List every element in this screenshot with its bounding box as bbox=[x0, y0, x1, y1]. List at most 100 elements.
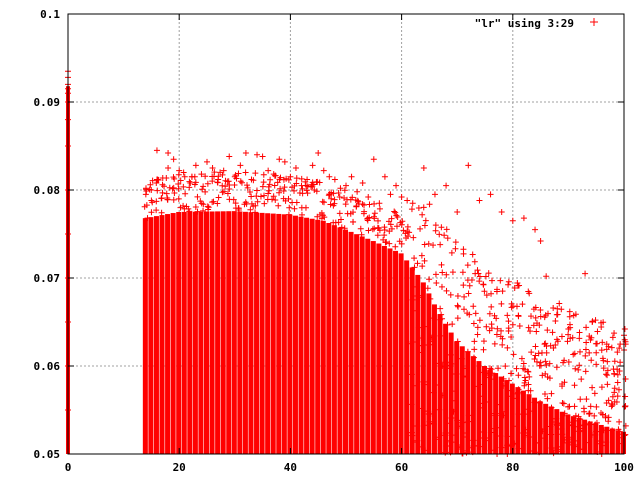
data-point bbox=[525, 324, 532, 331]
data-point bbox=[541, 391, 548, 397]
data-point bbox=[403, 234, 410, 241]
data-point bbox=[531, 356, 538, 363]
data-point bbox=[454, 417, 461, 424]
data-point bbox=[554, 305, 561, 312]
data-point bbox=[209, 199, 216, 206]
data-point bbox=[313, 188, 320, 195]
data-point bbox=[427, 295, 434, 302]
dense-column bbox=[198, 211, 204, 454]
data-point bbox=[165, 165, 172, 171]
data-point bbox=[452, 239, 459, 246]
data-point bbox=[615, 386, 622, 393]
data-point bbox=[609, 393, 616, 400]
data-point bbox=[537, 359, 544, 366]
data-point bbox=[499, 341, 506, 348]
data-point bbox=[281, 158, 288, 165]
data-point bbox=[516, 322, 523, 329]
data-point bbox=[476, 197, 483, 204]
data-point bbox=[219, 189, 226, 196]
data-point bbox=[232, 200, 239, 207]
dense-column bbox=[593, 423, 599, 454]
data-point bbox=[350, 218, 357, 225]
data-point bbox=[191, 181, 198, 188]
data-point bbox=[463, 449, 470, 456]
data-point bbox=[153, 198, 160, 205]
data-point bbox=[399, 218, 406, 225]
data-point bbox=[488, 277, 495, 284]
data-point bbox=[371, 200, 378, 207]
data-point bbox=[443, 443, 450, 450]
data-point bbox=[499, 335, 506, 342]
data-point bbox=[360, 201, 367, 208]
dense-column bbox=[504, 380, 510, 454]
data-point bbox=[376, 200, 383, 207]
data-point bbox=[586, 420, 593, 427]
dense-column bbox=[181, 211, 187, 454]
data-point bbox=[515, 386, 522, 393]
data-point bbox=[200, 183, 207, 190]
dense-column bbox=[454, 341, 460, 454]
data-point bbox=[361, 208, 368, 215]
dense-column bbox=[343, 229, 348, 454]
data-point bbox=[415, 342, 422, 349]
data-point bbox=[185, 205, 192, 212]
data-point bbox=[504, 312, 511, 319]
data-point bbox=[261, 200, 268, 207]
data-point bbox=[383, 239, 390, 246]
data-point bbox=[337, 185, 344, 192]
data-point bbox=[158, 209, 165, 216]
dense-column bbox=[393, 250, 399, 454]
data-point bbox=[472, 310, 479, 317]
data-point bbox=[593, 403, 600, 410]
data-point bbox=[575, 366, 582, 373]
data-point bbox=[525, 381, 532, 388]
data-point bbox=[142, 191, 149, 198]
data-point bbox=[420, 165, 427, 171]
data-point bbox=[381, 173, 388, 180]
data-point bbox=[548, 404, 555, 411]
data-point bbox=[441, 359, 448, 366]
data-point bbox=[436, 231, 443, 238]
dense-column bbox=[398, 253, 404, 454]
data-point bbox=[270, 193, 277, 200]
data-point bbox=[453, 370, 460, 377]
legend-marker bbox=[590, 18, 598, 26]
data-point bbox=[220, 188, 227, 195]
data-point bbox=[498, 444, 505, 451]
data-point bbox=[452, 245, 459, 252]
data-point bbox=[180, 183, 187, 190]
data-point bbox=[614, 371, 621, 378]
data-point bbox=[421, 222, 428, 229]
data-point bbox=[515, 372, 522, 379]
data-point bbox=[446, 359, 453, 366]
data-point bbox=[480, 281, 487, 288]
data-point bbox=[170, 184, 177, 191]
data-point bbox=[210, 198, 217, 205]
data-point bbox=[569, 419, 576, 426]
data-point bbox=[259, 183, 266, 190]
data-point bbox=[480, 404, 487, 411]
data-point bbox=[589, 384, 596, 391]
data-point bbox=[426, 276, 433, 283]
data-point bbox=[554, 311, 561, 318]
data-point bbox=[204, 180, 211, 187]
data-point bbox=[499, 288, 506, 295]
dense-column bbox=[409, 267, 415, 454]
dense-column bbox=[331, 225, 337, 454]
data-point bbox=[582, 346, 589, 353]
data-point bbox=[406, 229, 413, 236]
data-point bbox=[565, 326, 572, 333]
data-point bbox=[449, 321, 456, 328]
dense-column bbox=[348, 231, 354, 454]
data-point bbox=[543, 273, 550, 280]
data-point bbox=[549, 329, 556, 336]
dense-column bbox=[254, 212, 260, 454]
data-point bbox=[470, 437, 477, 444]
data-point bbox=[226, 153, 233, 160]
data-point bbox=[465, 162, 472, 169]
data-point bbox=[582, 270, 589, 277]
plot-frame bbox=[67, 13, 625, 455]
data-point bbox=[438, 224, 445, 231]
data-point bbox=[219, 182, 226, 189]
data-point bbox=[546, 360, 553, 367]
